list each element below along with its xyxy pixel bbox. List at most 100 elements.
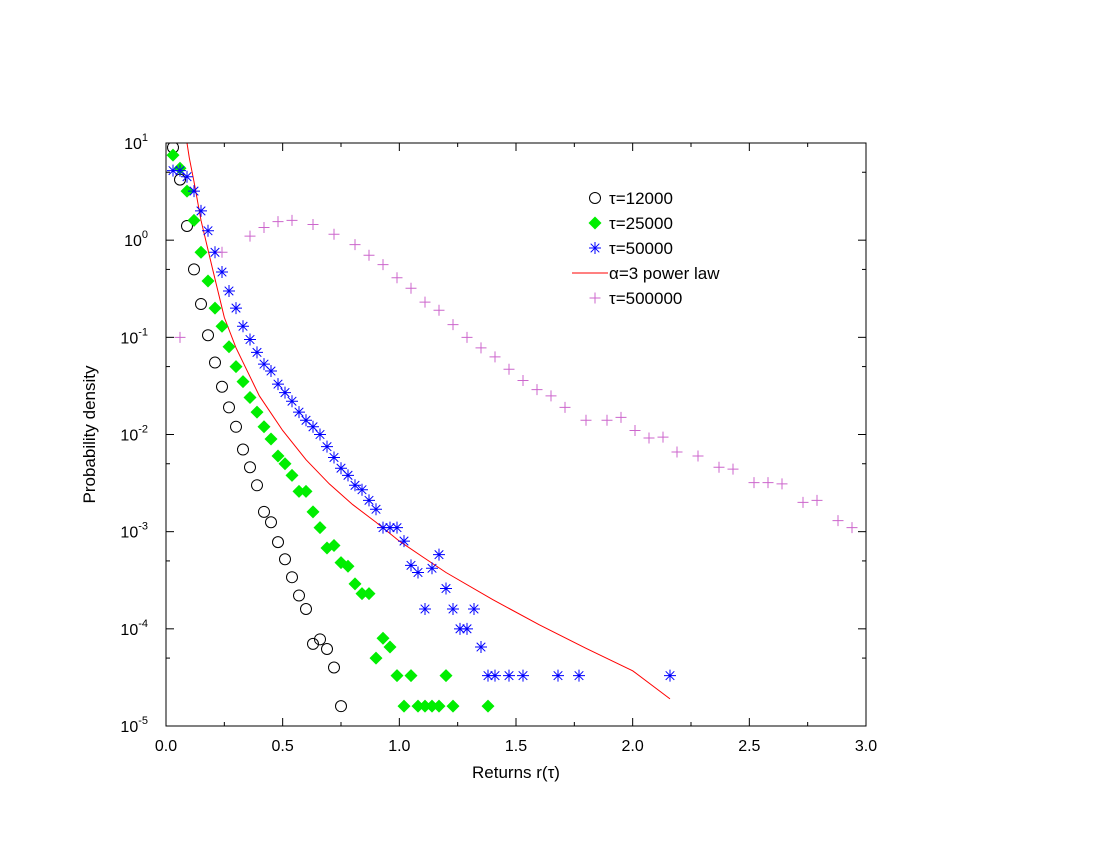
data-point (377, 521, 389, 534)
data-point (285, 468, 299, 482)
data-point (202, 224, 214, 237)
data-point (355, 587, 369, 601)
data-point (412, 566, 424, 579)
x-tick-label: 3.0 (855, 738, 877, 755)
data-point (432, 699, 446, 713)
data-point (195, 204, 207, 217)
data-point (272, 378, 284, 391)
data-point (425, 699, 439, 713)
data-point (552, 669, 564, 682)
data-point (446, 699, 460, 713)
data-point (230, 302, 242, 315)
data-point (265, 365, 277, 378)
legend-label: τ=25000 (609, 214, 673, 233)
data-point (671, 446, 683, 458)
x-axis-label: Returns r(τ) (472, 763, 560, 782)
y-tick-base: 10 (120, 622, 138, 639)
data-point (447, 603, 459, 615)
data-point (216, 380, 228, 393)
legend-item: τ=12000 (589, 189, 673, 208)
data-point (244, 230, 256, 242)
data-point (419, 296, 431, 308)
data-point (209, 356, 221, 369)
data-point (328, 661, 340, 674)
y-tick-base: 10 (120, 330, 138, 347)
data-point (167, 164, 179, 177)
legend-item: α=3 power law (572, 264, 720, 283)
data-point (439, 669, 453, 683)
y-tick-base: 10 (120, 719, 138, 736)
data-point (433, 304, 445, 316)
data-point (174, 164, 186, 177)
data-point (545, 390, 557, 402)
data-point (258, 358, 270, 371)
data-point (195, 298, 207, 311)
data-point (251, 479, 263, 492)
data-point (300, 602, 312, 615)
data-point (384, 521, 396, 534)
data-point (341, 559, 355, 573)
data-point (601, 414, 613, 426)
data-point (418, 699, 432, 713)
data-point (461, 331, 473, 343)
data-point (426, 562, 438, 575)
data-point (398, 535, 410, 548)
data-point (279, 386, 291, 399)
data-point (314, 428, 326, 441)
y-tick-base: 10 (124, 136, 142, 153)
data-point (391, 521, 403, 534)
y-tick-exponent: -2 (138, 424, 148, 436)
data-point (348, 577, 362, 591)
data-point (482, 669, 494, 682)
data-point (229, 360, 243, 374)
data-point (390, 669, 404, 683)
data-point (657, 431, 669, 443)
y-tick-base: 10 (120, 428, 138, 445)
data-point (349, 479, 361, 492)
data-point (187, 213, 201, 227)
data-point (328, 228, 340, 240)
data-point (321, 440, 333, 453)
legend-swatch (589, 292, 601, 304)
data-point (215, 319, 229, 333)
data-point (181, 219, 193, 232)
data-point (349, 239, 361, 251)
y-tick-label: 10-4 (120, 618, 148, 639)
data-point (223, 401, 235, 414)
series-4-points (174, 214, 858, 534)
data-point (664, 669, 676, 682)
series-1-points (166, 148, 495, 713)
data-point (559, 401, 571, 413)
data-point (629, 424, 641, 436)
power-law-layer (186, 143, 671, 700)
y-tick-label: 10-1 (120, 326, 148, 347)
data-point (300, 414, 312, 427)
data-point (264, 432, 278, 446)
legend-label: τ=12000 (609, 189, 673, 208)
data-point (475, 641, 487, 654)
legend-item: τ=50000 (589, 239, 673, 258)
data-point (405, 559, 417, 572)
markers-layer (166, 143, 858, 713)
data-point (461, 622, 473, 635)
y-tick-base: 10 (120, 525, 138, 542)
data-point (328, 451, 340, 464)
data-point (748, 477, 760, 489)
y-tick-label: 10-3 (120, 521, 148, 542)
data-point (272, 216, 284, 228)
y-tick-exponent: -1 (138, 326, 148, 338)
data-point (376, 631, 390, 645)
data-point (244, 461, 256, 474)
legend-label: α=3 power law (609, 264, 720, 283)
y-tick-exponent: 1 (142, 132, 148, 144)
data-point (222, 340, 236, 354)
series-2-points (167, 164, 676, 682)
data-point (356, 483, 368, 496)
data-point (397, 699, 411, 713)
data-point (615, 411, 627, 423)
data-point (251, 346, 263, 359)
legend: τ=12000 τ=25000 τ=50000 α=3 power law τ=5000… (572, 189, 720, 308)
data-point (188, 263, 200, 276)
data-point (209, 246, 221, 259)
